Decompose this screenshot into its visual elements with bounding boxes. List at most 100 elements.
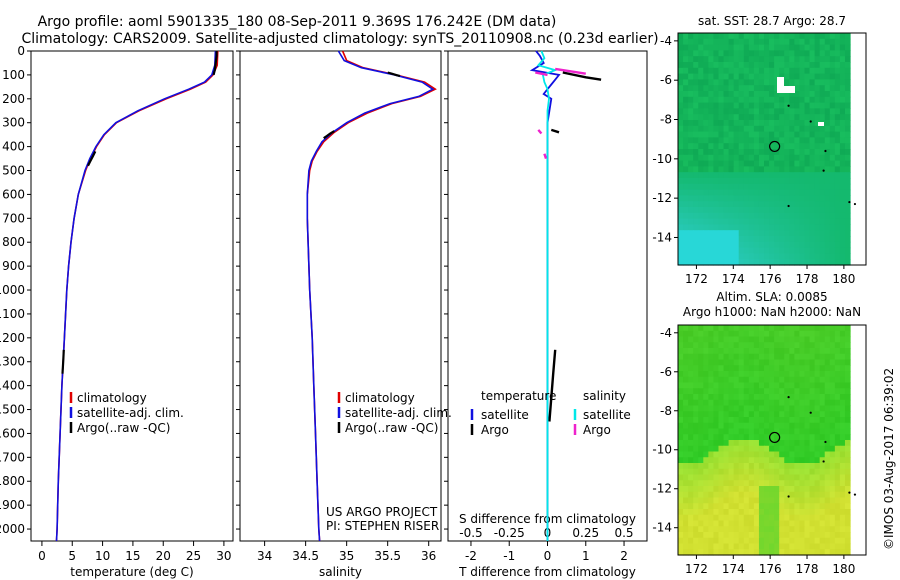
- heatmap-cell: [809, 224, 816, 231]
- heatmap-cell: [683, 543, 689, 550]
- heatmap-cell: [779, 463, 785, 470]
- heatmap-cell: [738, 73, 745, 80]
- heatmap-cell: [819, 131, 826, 138]
- heatmap-cell: [708, 79, 715, 86]
- series-line-s-argo: [555, 67, 586, 75]
- heatmap-cell: [764, 241, 770, 249]
- heatmap-cell: [769, 457, 775, 464]
- heatmap-cell: [774, 457, 780, 464]
- heatmap-cell: [738, 348, 745, 355]
- heatmap-cell: [779, 514, 785, 522]
- heatmap-cell: [829, 342, 836, 349]
- heatmap-cell: [698, 253, 704, 260]
- heatmap-cell: [839, 342, 846, 349]
- heatmap-cell: [708, 108, 715, 115]
- heatmap-cell: [753, 348, 760, 355]
- heatmap-cell: [814, 486, 821, 493]
- heatmap-cell: [728, 537, 735, 545]
- heatmap-cell: [713, 428, 720, 435]
- heatmap-cell: [698, 336, 704, 343]
- series-line-s-argo: [535, 71, 548, 77]
- heatmap-cell: [844, 149, 851, 156]
- heatmap-cell: [789, 434, 795, 441]
- x-tick-label: 10: [95, 549, 110, 563]
- heatmap-cell: [829, 224, 836, 231]
- heatmap-cell: [723, 91, 730, 98]
- heatmap-cell: [844, 451, 851, 458]
- heatmap-cell: [799, 463, 806, 470]
- heatmap-cell: [698, 353, 704, 361]
- heatmap-cell: [844, 160, 851, 167]
- heatmap-cell: [678, 399, 684, 407]
- heatmap-cell: [814, 56, 821, 63]
- heatmap-cell: [738, 38, 745, 46]
- heatmap-cell: [819, 394, 826, 401]
- heatmap-cell: [784, 480, 790, 487]
- heatmap-cell: [758, 440, 765, 447]
- heatmap-cell: [794, 549, 801, 556]
- heatmap-cell: [738, 241, 745, 249]
- heatmap-cell: [834, 38, 841, 46]
- heatmap-cell: [804, 218, 811, 225]
- heatmap-cell: [829, 394, 836, 401]
- heatmap-cell: [809, 73, 816, 80]
- x-tick-label: 20: [156, 549, 171, 563]
- heatmap-cell: [844, 474, 851, 481]
- heatmap-cell: [794, 241, 801, 249]
- heatmap-cell: [839, 50, 846, 57]
- heatmap-cell: [824, 457, 831, 464]
- heatmap-cell: [834, 236, 841, 243]
- heatmap-cell: [743, 371, 750, 378]
- heatmap-cell: [809, 353, 816, 361]
- heatmap-cell: [718, 50, 725, 57]
- heatmap-cell: [718, 201, 725, 208]
- heatmap-cell: [789, 120, 795, 127]
- heatmap-cell: [819, 428, 826, 435]
- heatmap-cell: [753, 371, 760, 378]
- heatmap-cell: [743, 417, 750, 424]
- heatmap-cell: [769, 172, 775, 179]
- heatmap-cell: [804, 108, 811, 115]
- heatmap-cell: [824, 189, 831, 196]
- heatmap-cell: [703, 325, 709, 332]
- heatmap-cell: [774, 195, 780, 202]
- y-tick-label: -12: [652, 191, 672, 205]
- heatmap-cell: [718, 474, 725, 481]
- heatmap-cell: [743, 388, 750, 395]
- heatmap-cell: [748, 382, 755, 389]
- heatmap-cell: [799, 160, 806, 167]
- heatmap-cell: [708, 497, 715, 504]
- heatmap-cell: [809, 491, 816, 499]
- heatmap-cell: [814, 537, 821, 545]
- x-tick-label: 1: [582, 549, 590, 563]
- heatmap-cell: [844, 67, 851, 75]
- heatmap-cell: [678, 131, 684, 138]
- heatmap-cell: [814, 371, 821, 378]
- heatmap-cell: [799, 224, 806, 231]
- heatmap-cell: [698, 73, 704, 80]
- heatmap-cell: [844, 457, 851, 464]
- heatmap-cell: [713, 526, 720, 533]
- heatmap-cell: [824, 253, 831, 260]
- heatmap-cell: [819, 463, 826, 470]
- heatmap-cell: [683, 388, 689, 395]
- heatmap-cell: [784, 91, 790, 98]
- heatmap-cell: [693, 79, 699, 86]
- heatmap-cell: [698, 230, 704, 237]
- heatmap-cell: [693, 359, 699, 366]
- heatmap-cell: [678, 218, 684, 225]
- heatmap-cell: [824, 79, 831, 86]
- heatmap-cell: [804, 166, 811, 173]
- heatmap-cell: [683, 474, 689, 481]
- heatmap-cell: [718, 207, 725, 214]
- heatmap-cell: [809, 503, 816, 510]
- heatmap-cell: [748, 218, 755, 225]
- heatmap-cell: [784, 491, 790, 499]
- heatmap-cell: [774, 348, 780, 355]
- heatmap-cell: [743, 125, 750, 133]
- heatmap-cell: [713, 73, 720, 80]
- heatmap-cell: [713, 120, 720, 127]
- heatmap-cell: [779, 342, 785, 349]
- heatmap-cell: [693, 520, 699, 527]
- heatmap-cell: [683, 143, 689, 150]
